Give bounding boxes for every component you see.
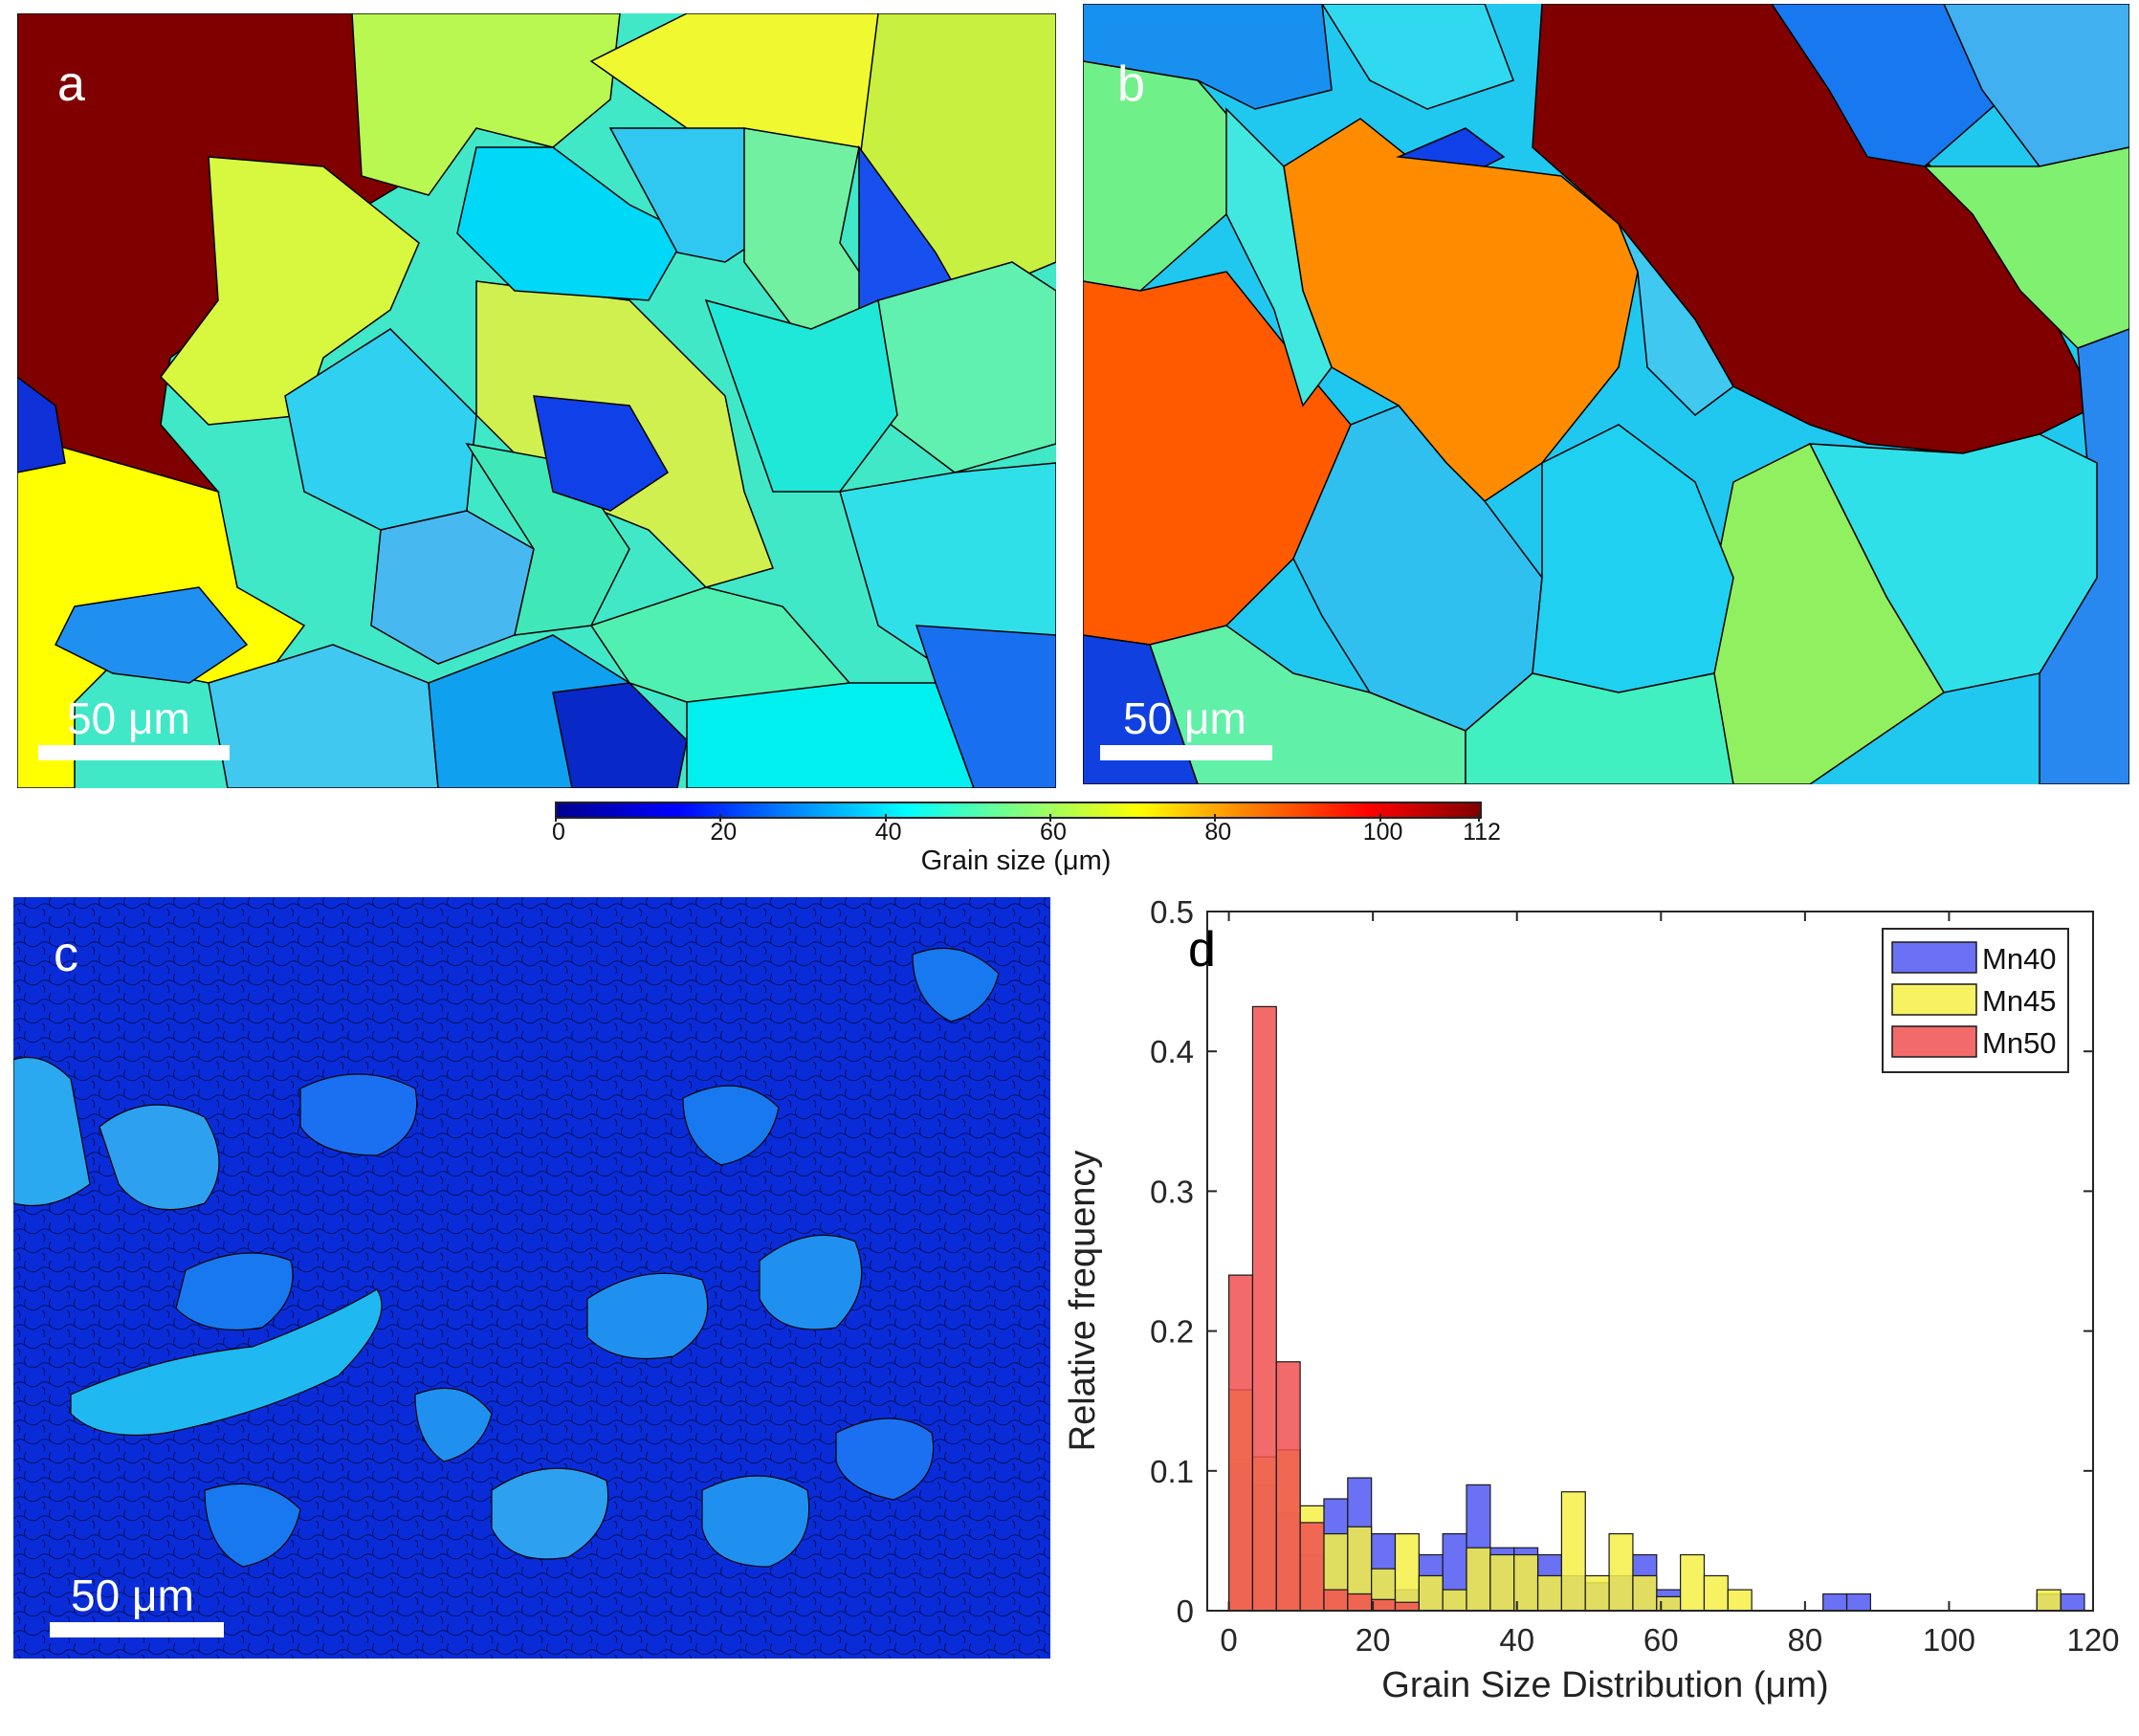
colorbar-tick — [1478, 814, 1480, 822]
panel-label-c: c — [54, 927, 78, 982]
histogram-bar — [1608, 1532, 1634, 1612]
histogram-bar — [1513, 1553, 1539, 1612]
histogram-bar — [1299, 1522, 1325, 1612]
histogram-bar — [1394, 1601, 1420, 1612]
x-tick-label: 120 — [2066, 1622, 2119, 1658]
histogram-bar — [1275, 1361, 1301, 1612]
scale-label-b: 50 μm — [1123, 693, 1246, 743]
histogram-bar — [1371, 1598, 1397, 1612]
colorbar-tick-label: 20 — [710, 819, 738, 846]
x-tick-label: 80 — [1788, 1622, 1823, 1658]
histogram-bar — [1347, 1593, 1373, 1612]
histogram-bar — [1251, 1005, 1277, 1612]
colorbar-tick — [1048, 814, 1051, 822]
colorbar-tick — [1378, 814, 1381, 822]
histogram-bar — [1394, 1532, 1420, 1612]
colorbar-title: Grain size (μm) — [920, 846, 1112, 876]
grain-map-a-image — [17, 13, 1056, 788]
histogram-bar — [2060, 1593, 2085, 1612]
scale-bar-c — [50, 1622, 224, 1637]
colorbar-tick-label: 0 — [552, 819, 565, 846]
colorbar-tick — [555, 814, 557, 822]
scale-label-c: 50 μm — [71, 1571, 194, 1620]
grain-map-c: c 50 μm — [13, 897, 1050, 1659]
panel-label-d: d — [1188, 922, 1216, 978]
histogram-bar — [1536, 1574, 1562, 1612]
histogram-bar — [2036, 1589, 2062, 1612]
legend-label: Mn45 — [1982, 984, 2057, 1018]
x-tick-label: 100 — [1923, 1622, 1975, 1658]
histogram-bar — [1442, 1589, 1467, 1612]
y-tick-label: 0.2 — [1150, 1314, 1194, 1350]
x-tick-label: 20 — [1356, 1622, 1391, 1658]
grain-map-a: a 50 μm — [17, 13, 1056, 788]
legend-label: Mn50 — [1982, 1026, 2057, 1060]
histogram-bar — [1680, 1553, 1706, 1612]
histogram-bar — [1703, 1574, 1729, 1612]
x-tick-label: 60 — [1643, 1622, 1679, 1658]
histogram-bar — [1727, 1589, 1753, 1612]
histogram-bar — [1323, 1589, 1349, 1612]
histogram-bar — [1418, 1574, 1444, 1612]
histogram-bar — [1584, 1574, 1610, 1612]
histogram-bar — [1227, 1274, 1254, 1612]
y-tick-label: 0.5 — [1150, 894, 1194, 930]
scale-bar-b — [1100, 745, 1272, 760]
x-axis-label: Grain Size Distribution (μm) — [1381, 1665, 1828, 1705]
panel-label-a: a — [57, 56, 85, 112]
y-axis-label: Relative frequency — [1063, 1151, 1103, 1452]
legend-swatch — [1891, 941, 1977, 974]
y-tick-label: 0.4 — [1150, 1034, 1194, 1069]
scale-label-a: 50 μm — [67, 693, 190, 743]
legend-swatch — [1891, 983, 1977, 1016]
colorbar-tick — [884, 814, 887, 822]
colorbar-tick-label: 40 — [874, 819, 902, 846]
colorbar-tick — [1214, 814, 1217, 822]
y-tick-label: 0.3 — [1150, 1174, 1194, 1209]
colorbar-tick-label: 60 — [1040, 819, 1067, 846]
colorbar-tick-label: 100 — [1362, 819, 1403, 846]
grain-map-b: b 50 μm — [1083, 4, 2129, 784]
histogram-bar — [1632, 1574, 1658, 1612]
legend-label: Mn40 — [1982, 942, 2057, 976]
colorbar-tick-label: 112 — [1463, 819, 1501, 846]
grain-map-b-image — [1083, 4, 2129, 784]
grain-map-c-image — [13, 897, 1050, 1659]
panel-label-b: b — [1117, 56, 1145, 112]
colorbar-tick — [719, 814, 722, 822]
histogram-bar — [1466, 1547, 1491, 1612]
histogram-chart: 0 20 40 60 80 100 120 0 0.1 0.2 0.3 0.4 0.5 d Grain … — [1063, 894, 2120, 1705]
x-tick-label: 40 — [1499, 1622, 1534, 1658]
histogram-bar — [1560, 1491, 1586, 1612]
histogram-bar — [1822, 1593, 1848, 1612]
legend: Mn40 Mn45 Mn50 — [1882, 928, 2069, 1073]
scale-bar-a — [38, 745, 230, 760]
histogram-bar — [1489, 1553, 1515, 1612]
colorbar-tick-label: 80 — [1204, 819, 1232, 846]
y-tick-label: 0 — [1177, 1593, 1194, 1629]
legend-swatch — [1891, 1025, 1977, 1058]
y-tick-label: 0.1 — [1150, 1454, 1194, 1489]
histogram-bar — [1845, 1593, 1871, 1612]
colorbar — [555, 802, 1482, 819]
x-tick-label: 0 — [1220, 1622, 1237, 1658]
axes-frame — [1206, 911, 2094, 1612]
